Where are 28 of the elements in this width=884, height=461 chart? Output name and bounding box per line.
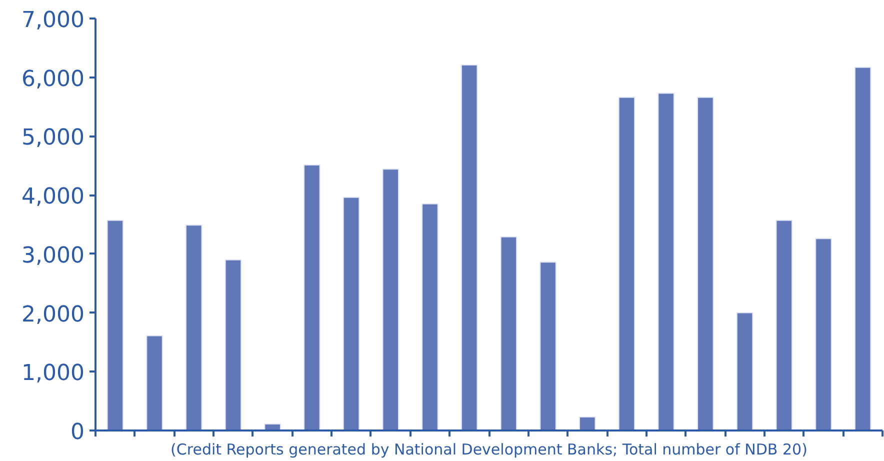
y-tick-label: 3,000 — [22, 243, 85, 268]
y-tick-label: 5,000 — [22, 126, 85, 151]
bar — [540, 262, 556, 430]
bar — [854, 66, 872, 430]
bar — [736, 312, 754, 430]
bar — [342, 196, 360, 430]
bar — [815, 238, 832, 430]
y-tick-label: 2,000 — [22, 302, 85, 328]
bar — [106, 220, 124, 430]
bar — [382, 168, 399, 430]
bar — [422, 203, 438, 430]
bar — [579, 416, 596, 430]
y-tick-label: 6,000 — [22, 66, 85, 92]
x-axis-title: (Credit Reports generated by National Development Banks; Total number of NDB 20) — [170, 440, 808, 458]
y-tick-label: 4,000 — [22, 184, 85, 210]
bar — [460, 64, 478, 430]
bar — [618, 96, 636, 430]
bar — [304, 164, 320, 430]
bar — [658, 92, 674, 430]
y-tick-label: 7,000 — [22, 8, 85, 33]
y-tick-label: 1,000 — [22, 361, 85, 386]
bar — [500, 236, 518, 430]
y-tick-label: 0 — [70, 420, 85, 445]
bar — [224, 259, 242, 430]
bar — [186, 224, 202, 430]
bar — [146, 335, 163, 430]
bar — [776, 220, 792, 430]
bar — [697, 96, 714, 430]
